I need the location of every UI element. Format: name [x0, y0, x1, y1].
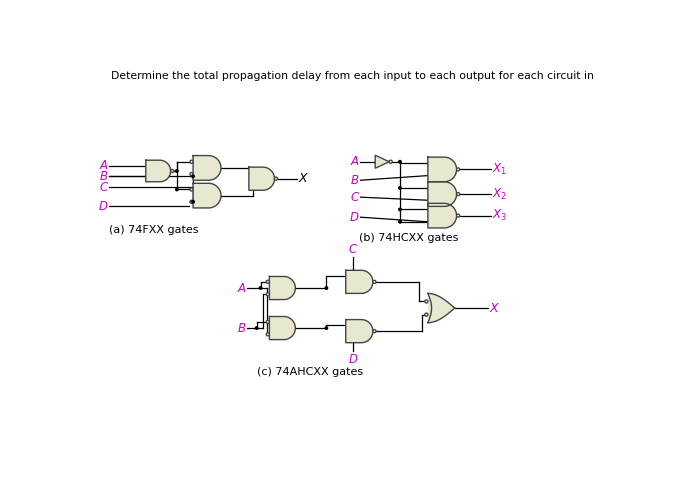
- Circle shape: [399, 221, 401, 223]
- Polygon shape: [376, 155, 389, 168]
- Text: B: B: [100, 170, 107, 183]
- Text: D: D: [348, 353, 357, 366]
- Circle shape: [259, 287, 262, 289]
- Polygon shape: [193, 183, 221, 208]
- Text: $X_1$: $X_1$: [492, 162, 507, 177]
- Circle shape: [389, 160, 392, 163]
- Text: (a) 74FXX gates: (a) 74FXX gates: [110, 225, 199, 235]
- Polygon shape: [428, 182, 457, 206]
- Circle shape: [325, 327, 327, 329]
- Text: C: C: [100, 181, 107, 194]
- Text: A: A: [351, 155, 359, 168]
- Text: A: A: [238, 282, 246, 295]
- Text: X: X: [489, 302, 497, 315]
- Circle shape: [399, 187, 401, 189]
- Polygon shape: [269, 277, 296, 300]
- Text: $X_3$: $X_3$: [492, 208, 507, 223]
- Polygon shape: [346, 320, 373, 343]
- Circle shape: [457, 168, 460, 171]
- Polygon shape: [269, 317, 296, 340]
- Circle shape: [425, 313, 428, 316]
- Circle shape: [176, 188, 178, 191]
- Circle shape: [256, 327, 258, 329]
- Text: C: C: [349, 243, 357, 256]
- Circle shape: [425, 300, 428, 303]
- Circle shape: [457, 214, 460, 217]
- Polygon shape: [193, 156, 221, 180]
- Circle shape: [192, 201, 194, 203]
- Circle shape: [267, 280, 269, 284]
- Polygon shape: [428, 203, 457, 228]
- Circle shape: [171, 169, 174, 173]
- Circle shape: [190, 160, 193, 163]
- Polygon shape: [428, 157, 457, 182]
- Text: X: X: [298, 172, 307, 185]
- Text: C: C: [351, 191, 359, 203]
- Circle shape: [457, 193, 460, 196]
- Polygon shape: [428, 293, 455, 323]
- Circle shape: [325, 287, 327, 289]
- Circle shape: [267, 293, 269, 296]
- Circle shape: [267, 333, 269, 336]
- Circle shape: [176, 170, 178, 172]
- Circle shape: [190, 200, 193, 203]
- Text: (c) 74AHCXX gates: (c) 74AHCXX gates: [256, 366, 362, 377]
- Circle shape: [267, 320, 269, 324]
- Polygon shape: [146, 160, 171, 182]
- Circle shape: [399, 208, 401, 211]
- Text: D: D: [350, 211, 359, 224]
- Circle shape: [192, 175, 194, 178]
- Text: B: B: [238, 322, 246, 335]
- Polygon shape: [249, 167, 274, 190]
- Text: (b) 74HCXX gates: (b) 74HCXX gates: [359, 233, 458, 243]
- Text: $X_2$: $X_2$: [492, 186, 507, 202]
- Circle shape: [190, 188, 193, 191]
- Circle shape: [190, 173, 193, 176]
- Circle shape: [373, 329, 376, 333]
- Text: D: D: [99, 200, 107, 213]
- Circle shape: [399, 161, 401, 163]
- Circle shape: [274, 177, 278, 180]
- Circle shape: [373, 280, 376, 284]
- Polygon shape: [346, 270, 373, 293]
- Text: Determine the total propagation delay from each input to each output for each ci: Determine the total propagation delay fr…: [112, 71, 594, 81]
- Text: A: A: [100, 159, 107, 172]
- Text: B: B: [351, 174, 359, 187]
